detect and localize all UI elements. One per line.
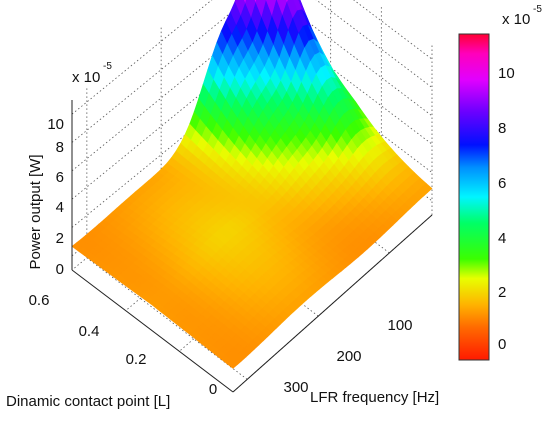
z-tick-label: 8: [56, 139, 64, 156]
colorbar: [459, 34, 489, 360]
z-axis-label: Power output [W]: [27, 154, 44, 269]
colorbar-tick-label: 8: [498, 120, 506, 137]
x-axis-ticks: 100 200 300: [283, 317, 412, 396]
x-axis-label: LFR frequency [Hz]: [310, 389, 439, 406]
colorbar-tick-label: 2: [498, 284, 506, 301]
colorbar-multiplier: x 10 -5: [502, 4, 542, 28]
x-tick-label: 200: [336, 348, 361, 365]
z-tick-label: 10: [47, 116, 64, 133]
colorbar-tick-label: 10: [498, 65, 515, 82]
y-tick-label: 0.4: [79, 323, 100, 340]
z-tick-label: 4: [56, 199, 64, 216]
colorbar-multiplier-exponent: -5: [533, 4, 542, 15]
y-tick-label: 0: [209, 381, 217, 398]
y-tick-label: 0.2: [126, 351, 147, 368]
x-tick-label: 300: [283, 379, 308, 396]
z-multiplier-base: x 10: [72, 69, 100, 86]
colorbar-ticks: 0 2 4 6 8 10: [498, 65, 515, 353]
y-axis-label: Dinamic contact point [L]: [6, 393, 170, 410]
surface-mesh: [72, 0, 432, 368]
colorbar-tick-label: 0: [498, 336, 506, 353]
z-tick-label: 2: [56, 230, 64, 247]
colorbar-tick-label: 4: [498, 230, 506, 247]
z-axis-ticks: 0 2 4 6 8 10: [47, 116, 64, 278]
x-tick-label: 100: [387, 317, 412, 334]
colorbar-tick-label: 6: [498, 175, 506, 192]
z-multiplier-exponent: -5: [103, 61, 112, 72]
y-tick-label: 0.6: [29, 292, 50, 309]
colorbar-multiplier-base: x 10: [502, 11, 530, 28]
z-multiplier: x 10 -5: [72, 61, 112, 86]
z-tick-label: 0: [56, 261, 64, 278]
z-tick-label: 6: [56, 169, 64, 186]
